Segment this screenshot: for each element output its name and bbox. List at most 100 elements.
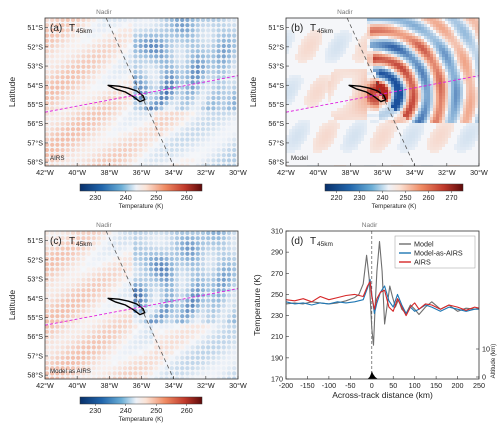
panel-label: (b)	[291, 23, 303, 34]
lon-tick-label: 38°W	[342, 168, 360, 177]
panel-label: (a)	[50, 23, 62, 34]
lon-tick-label: 30°W	[229, 381, 247, 390]
lon-tick-label: 34°W	[165, 168, 183, 177]
island-coastline	[107, 297, 146, 316]
series-line-model	[285, 241, 480, 346]
lon-tick-label: 38°W	[101, 381, 119, 390]
series-line-airs	[285, 281, 480, 317]
plot-frame	[285, 230, 480, 380]
colorbar-tick-label: 220	[331, 193, 343, 202]
colorbar: 220 230 240 250 260 270 Temperature (K)	[324, 183, 464, 210]
map-field	[45, 18, 238, 166]
colorbar-tick-label: 260	[181, 193, 193, 202]
lat-tick-label: 53°S	[27, 62, 43, 71]
colorbar-tick-label: 240	[120, 193, 132, 202]
x-tick-label: -50	[345, 381, 355, 390]
lat-tick-label: 57°S	[268, 138, 284, 147]
map-panel-c: (c) T 45km Model as AIRS Nadir 51°S 52°S 53°S 54…	[7, 222, 247, 423]
lon-tick-label: 30°W	[470, 168, 488, 177]
colorbar: 230 240 250 260 Temperature (K)	[79, 183, 203, 210]
lon-tick-label: 40°W	[68, 168, 86, 177]
lon-tick-label: 42°W	[277, 168, 295, 177]
lon-tick-label: 38°W	[101, 168, 119, 177]
lat-tick-label: 51°S	[27, 23, 43, 32]
lon-tick-label: 40°W	[309, 168, 327, 177]
legend-label: Model	[414, 240, 434, 249]
panel-title-subscript: 45km	[76, 241, 92, 248]
lat-tick-label: 58°S	[27, 371, 43, 380]
lon-tick-label: 32°W	[197, 168, 215, 177]
x-tick-label: 100	[409, 381, 421, 390]
panel-title: T	[310, 236, 316, 247]
colorbar-tick-label: 230	[354, 193, 366, 202]
lon-tick-label: 32°W	[438, 168, 456, 177]
colorbar-tick-label: 240	[120, 406, 132, 415]
colorbar-label: Temperature (K)	[372, 203, 417, 210]
panel-title: T	[69, 236, 75, 247]
topography-silhouette	[367, 371, 378, 379]
y-tick-label: 270	[271, 269, 283, 278]
lat-tick-label: 51°S	[27, 236, 43, 245]
lat-tick-label: 51°S	[268, 23, 284, 32]
cross-section-line	[286, 75, 479, 113]
colorbar-tick-label: 270	[446, 193, 458, 202]
nadir-track-line	[346, 18, 416, 166]
lat-tick-label: 53°S	[268, 62, 284, 71]
lat-tick-label: 52°S	[268, 42, 284, 51]
lon-tick-label: 34°W	[165, 381, 183, 390]
colorbar-tick-label: 240	[377, 193, 389, 202]
right-tick-label: 0	[482, 373, 486, 382]
panel-title: T	[69, 23, 75, 34]
lat-tick-label: 56°S	[268, 119, 284, 128]
y-axis-label: Latitude	[248, 77, 258, 108]
lat-tick-label: 58°S	[27, 158, 43, 167]
colorbar-label: Temperature (K)	[119, 203, 164, 210]
lat-tick-label: 55°S	[27, 313, 43, 322]
lon-tick-label: 40°W	[68, 381, 86, 390]
map-panel-b: (b) T 45km Model Nadir 51°S 52°S 53°S 54°S 55°S 56…	[248, 9, 488, 210]
lon-tick-label: 36°W	[133, 381, 151, 390]
legend-label: AIRS	[414, 258, 431, 267]
lat-tick-label: 57°S	[27, 351, 43, 360]
lon-tick-label: 34°W	[406, 168, 424, 177]
nadir-track-line	[105, 231, 175, 379]
colorbar-tick-label: 260	[181, 406, 193, 415]
y-tick-label: 310	[271, 227, 283, 236]
lat-tick-label: 54°S	[27, 294, 43, 303]
lat-tick-label: 56°S	[27, 332, 43, 341]
lat-tick-label: 57°S	[27, 138, 43, 147]
y-tick-label: 250	[271, 290, 283, 299]
y-axis-label: Latitude	[7, 290, 17, 321]
nadir-label: Nadir	[337, 9, 353, 16]
source-label: Model as AIRS	[50, 368, 91, 375]
line-chart-panel: 170 190 210 230 250 270 290 310 -200 -150 -100 -50 0…	[252, 222, 497, 400]
lon-tick-label: 36°W	[374, 168, 392, 177]
x-tick-label: 150	[430, 381, 442, 390]
panel-title-subscript: 45km	[76, 28, 92, 35]
y-tick-label: 190	[271, 353, 283, 362]
lat-tick-label: 52°S	[27, 42, 43, 51]
x-tick-label: -200	[279, 381, 293, 390]
colorbar-gradient	[79, 183, 203, 192]
lon-tick-label: 42°W	[36, 381, 54, 390]
colorbar-tick-label: 250	[150, 193, 162, 202]
panel-title-subscript: 45km	[317, 28, 333, 35]
x-tick-label: 50	[389, 381, 397, 390]
map-panel-a: (a) T 45km AIRS Nadir 51°S 52°S 53°S 54°S 55°S 56°…	[7, 9, 247, 210]
lon-tick-label: 30°W	[229, 168, 247, 177]
map-field	[45, 231, 238, 379]
lat-tick-label: 52°S	[27, 255, 43, 264]
panel-label: (c)	[50, 236, 62, 247]
lon-tick-label: 36°W	[133, 168, 151, 177]
x-tick-label: 200	[452, 381, 464, 390]
lat-tick-label: 58°S	[268, 158, 284, 167]
x-axis-label: Across-track distance (km)	[332, 390, 433, 400]
map-panels: (a) T 45kmAIRSNadir51°S52°S53°S54°S55°S56°…	[7, 9, 488, 423]
colorbar-tick-label: 230	[89, 406, 101, 415]
cross-section-line	[45, 75, 238, 113]
right-axis-label: Altitude (km)	[490, 344, 497, 379]
y-tick-label: 170	[271, 375, 283, 384]
colorbar-tick-label: 250	[400, 193, 412, 202]
nadir-label: Nadir	[96, 9, 112, 16]
lat-tick-label: 53°S	[27, 275, 43, 284]
